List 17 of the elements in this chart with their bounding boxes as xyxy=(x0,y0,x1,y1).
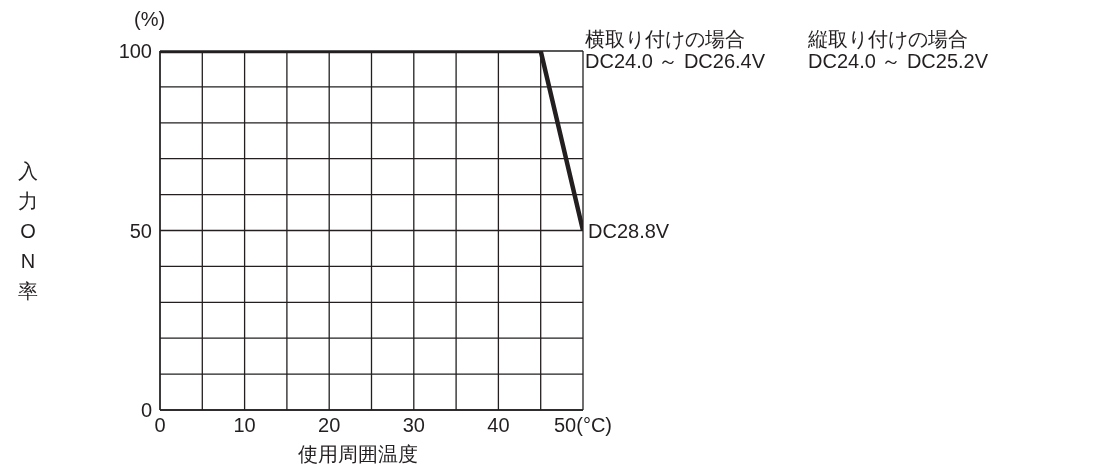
x-tick-label: 50(°C) xyxy=(553,414,613,437)
y-tick-label: 50 xyxy=(129,219,152,242)
text: DC24.0 ～ DC25.2V xyxy=(808,50,990,72)
x-tick-label: 30 xyxy=(402,414,425,437)
text: DC24.0 ～ DC26.4V xyxy=(585,50,767,72)
x-tick-label: 10 xyxy=(233,414,256,437)
text: (%) xyxy=(134,8,166,31)
y-tick-label: 0 xyxy=(140,399,152,422)
text: 横取り付けの場合 xyxy=(585,28,746,50)
y-tick-label: 100 xyxy=(118,40,152,63)
text: 縦取り付けの場合 xyxy=(808,28,969,50)
y-axis-title: 入力ON率 xyxy=(17,159,39,304)
annotation: DC28.8V xyxy=(588,219,670,242)
x-axis-title: 使用周囲温度 xyxy=(298,442,418,467)
x-tick-label: 20 xyxy=(318,414,341,437)
x-tick-label: 40 xyxy=(487,414,510,437)
x-tick-label: 0 xyxy=(154,414,166,437)
